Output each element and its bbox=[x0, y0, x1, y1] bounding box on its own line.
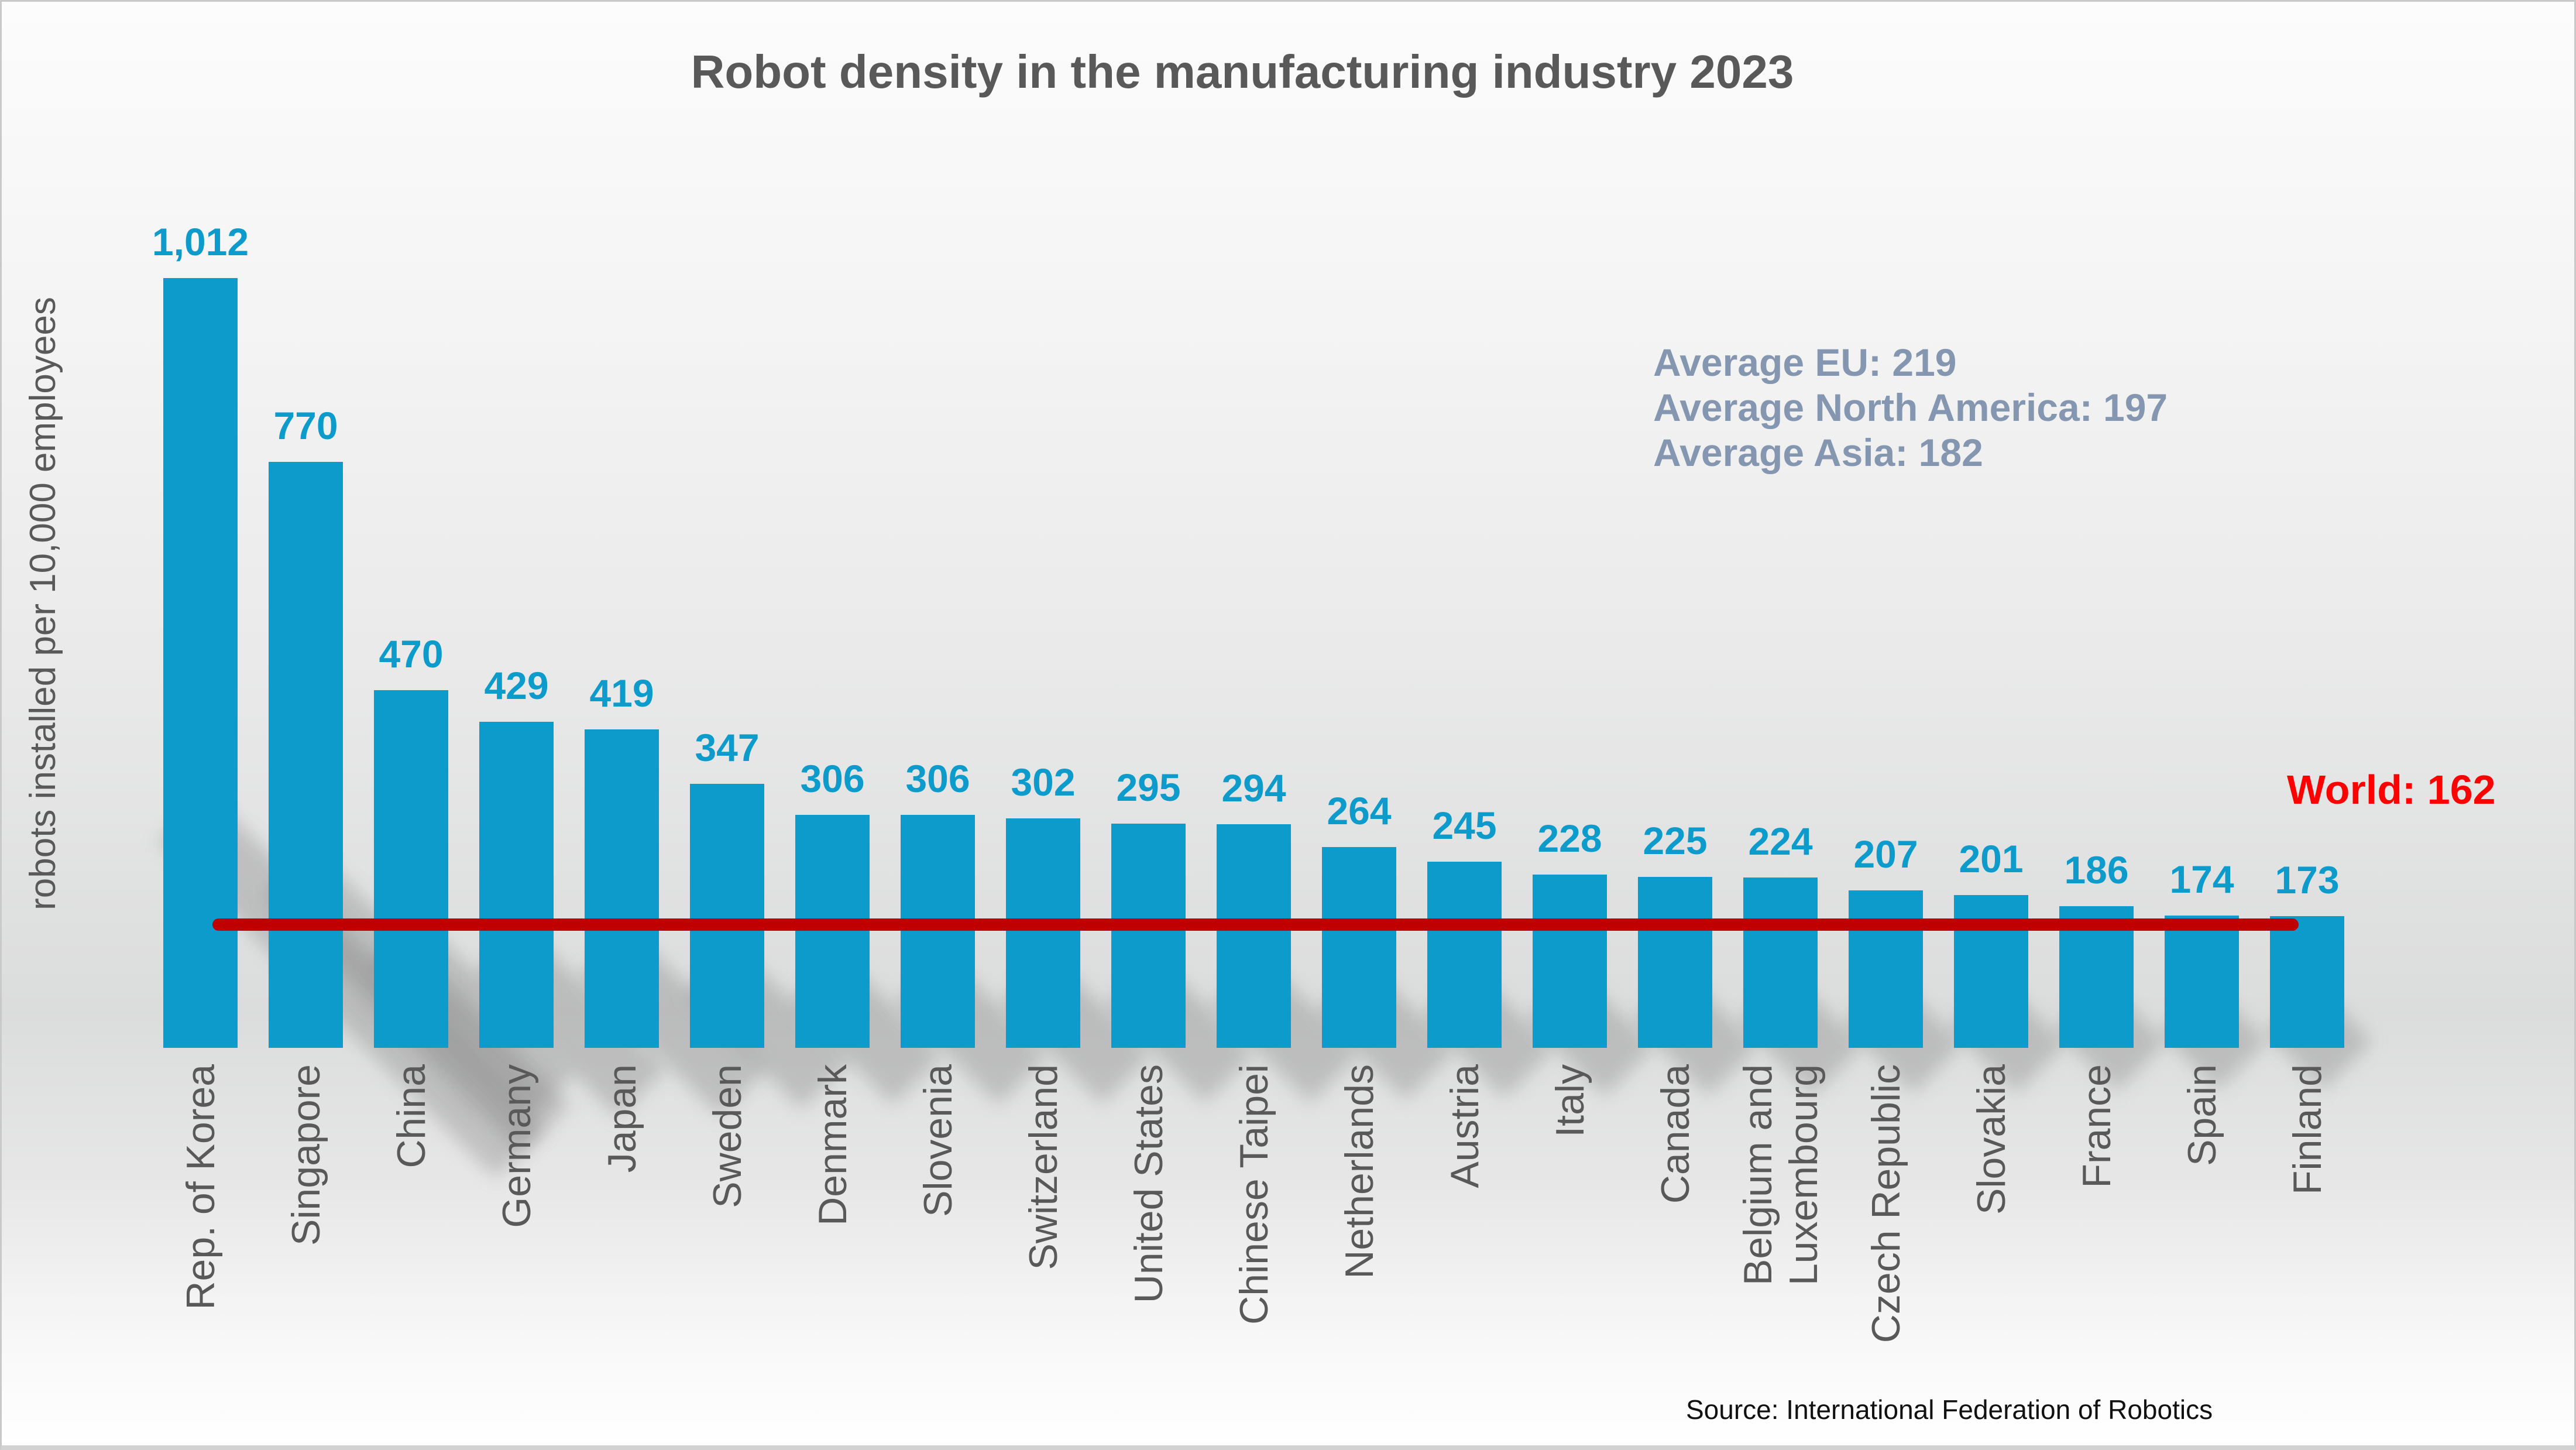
bar-value-label: 770 bbox=[273, 404, 338, 447]
bar-spain bbox=[2165, 916, 2239, 1048]
bar-switzerland bbox=[1006, 818, 1080, 1048]
bar-netherlands bbox=[1322, 847, 1396, 1048]
bar-value-label: 302 bbox=[1011, 760, 1076, 804]
average-annotations: Average EU: 219 Average North America: 1… bbox=[1653, 340, 2168, 475]
bar-value-label: 173 bbox=[2275, 858, 2340, 901]
bar-value-label: 419 bbox=[589, 671, 654, 715]
x-axis-label: France bbox=[2074, 1064, 2119, 1188]
bar-rep-of-korea bbox=[163, 278, 238, 1048]
x-axis-label: United States bbox=[1126, 1064, 1171, 1304]
bar-value-label: 174 bbox=[2169, 858, 2234, 901]
x-axis-label: Singapore bbox=[283, 1064, 328, 1246]
bar-value-label: 306 bbox=[905, 757, 970, 800]
bar-germany bbox=[479, 722, 554, 1048]
x-axis-label: China bbox=[389, 1064, 434, 1168]
x-axis-label: Slovenia bbox=[915, 1064, 960, 1217]
world-reference-label: World: 162 bbox=[2287, 767, 2496, 813]
x-axis-label: Belgium and Luxembourg bbox=[1735, 1064, 1826, 1286]
annotation-average-asia: Average Asia: 182 bbox=[1653, 431, 1983, 474]
bar-value-label: 306 bbox=[800, 757, 865, 800]
annotation-average-eu: Average EU: 219 bbox=[1653, 341, 1957, 384]
bar-value-label: 347 bbox=[695, 726, 760, 769]
x-axis-label: Germany bbox=[494, 1064, 539, 1228]
bar-united-states bbox=[1111, 824, 1186, 1048]
bar-value-label: 228 bbox=[1537, 817, 1602, 860]
x-axis-label: Sweden bbox=[705, 1064, 750, 1208]
bar-czech-republic bbox=[1849, 890, 1923, 1048]
x-axis-label: Czech Republic bbox=[1863, 1064, 1908, 1343]
x-axis-label: Slovakia bbox=[1969, 1064, 2014, 1215]
bar-chinese-taipei bbox=[1217, 824, 1291, 1048]
x-axis-label: Canada bbox=[1653, 1064, 1698, 1204]
world-reference-line bbox=[212, 918, 2299, 931]
bar-value-label: 224 bbox=[1748, 820, 1813, 863]
bar-austria bbox=[1427, 862, 1502, 1048]
bar-japan bbox=[585, 729, 659, 1048]
annotation-average-north-america: Average North America: 197 bbox=[1653, 386, 2168, 429]
bar-sweden bbox=[690, 784, 764, 1048]
x-axis-label: Finland bbox=[2285, 1064, 2330, 1195]
chart-title: Robot density in the manufacturing indus… bbox=[691, 46, 1794, 98]
x-axis-label: Rep. of Korea bbox=[178, 1064, 223, 1310]
bar-value-label: 1,012 bbox=[152, 220, 249, 263]
bar-value-label: 207 bbox=[1853, 832, 1918, 876]
bar-value-label: 295 bbox=[1116, 766, 1181, 809]
bar-value-label: 201 bbox=[1959, 837, 2024, 880]
bar-value-label: 225 bbox=[1643, 819, 1708, 862]
x-axis-label: Switzerland bbox=[1021, 1064, 1066, 1270]
x-axis-label: Netherlands bbox=[1337, 1064, 1382, 1279]
bar-denmark bbox=[795, 815, 870, 1048]
y-axis-label: robots installed per 10,000 employees bbox=[23, 297, 63, 910]
bar-finland bbox=[2270, 916, 2344, 1048]
bar-italy bbox=[1533, 875, 1607, 1048]
bar-belgium-and-luxembourg bbox=[1743, 877, 1818, 1048]
bar-value-label: 245 bbox=[1432, 804, 1497, 847]
bar-value-label: 470 bbox=[379, 632, 444, 676]
source-caption: Source: International Federation of Robo… bbox=[1686, 1394, 2213, 1425]
bar-value-label: 429 bbox=[484, 664, 549, 707]
bar-value-label: 294 bbox=[1221, 766, 1286, 810]
bar-value-label: 264 bbox=[1327, 789, 1392, 832]
bar-singapore bbox=[269, 462, 343, 1048]
bar-slovenia bbox=[901, 815, 975, 1048]
bar-value-label: 186 bbox=[2064, 848, 2129, 892]
bar-canada bbox=[1638, 877, 1712, 1048]
bar-china bbox=[374, 690, 448, 1048]
x-axis-label: Austria bbox=[1442, 1064, 1487, 1188]
x-axis-label: Chinese Taipei bbox=[1231, 1064, 1276, 1325]
x-axis-label: Denmark bbox=[810, 1064, 855, 1226]
x-axis-label: Japan bbox=[599, 1064, 644, 1173]
x-axis-label: Italy bbox=[1547, 1064, 1592, 1137]
x-axis-label: Spain bbox=[2179, 1064, 2224, 1166]
